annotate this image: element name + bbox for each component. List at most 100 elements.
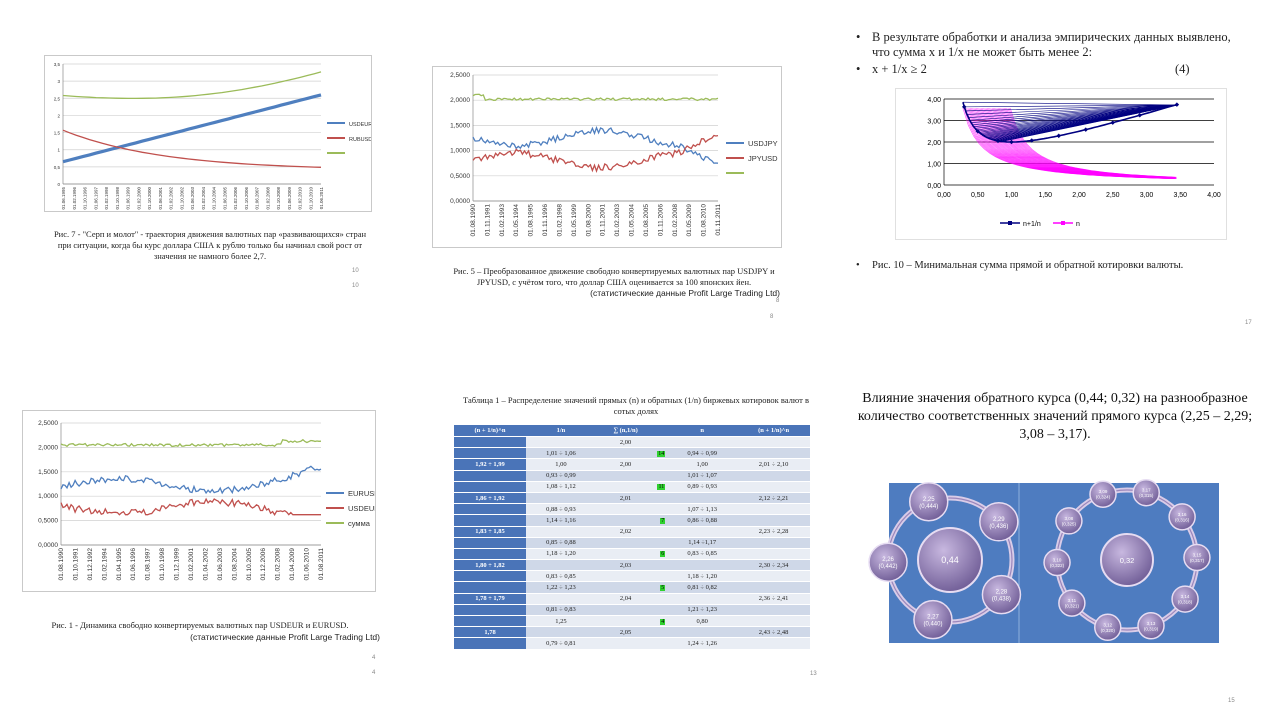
x-tick-label: 01.02.2008 xyxy=(275,548,282,581)
legend-label: USDEUR xyxy=(349,122,371,128)
x-tick-label: 01.02.2001 xyxy=(188,548,195,581)
table-cell xyxy=(667,559,738,572)
table-cell: 2,23 ÷ 2,28 xyxy=(737,526,810,538)
x-tick-label: 01.12.1992 xyxy=(87,548,94,581)
table-row: 0,88 ÷ 0,93 1,07 ÷ 1,13 xyxy=(454,503,810,516)
y-tick-label: 1,00 xyxy=(927,162,941,169)
y-tick-label: 2 xyxy=(57,113,60,118)
table-cell: 2,02 xyxy=(595,526,656,538)
node-value: 3,12 xyxy=(1103,622,1112,627)
node-value: 3,10 xyxy=(1053,558,1062,563)
x-tick-label: 01.06.2003 xyxy=(190,187,195,210)
table-cell xyxy=(655,503,668,516)
node-circle xyxy=(981,574,1022,615)
table-row: 0,81 ÷ 0,83 1,21 ÷ 1,23 xyxy=(454,604,810,617)
sum-line xyxy=(62,71,322,100)
row-label-cell: 1,80 ÷ 1,82 xyxy=(454,559,526,572)
x-tick-label: 01.08.2010 xyxy=(701,204,708,237)
page-number: 17 xyxy=(1245,320,1252,326)
count-badge: 11 xyxy=(657,484,666,491)
eurusd-chart: 0,0000 0,5000 1,0000 1,5000 2,0000 2,5000 01.0… xyxy=(38,420,380,581)
y-tick-label: 1,5000 xyxy=(38,469,58,476)
x-tick-label: 01.06.2005 xyxy=(222,187,227,210)
page-number: 8 xyxy=(776,298,780,304)
figure-1-caption: Рис. 1 - Динамика свободно конвертируемы… xyxy=(51,620,349,630)
center-value: 0,44 xyxy=(941,555,959,565)
table-header-cell: n xyxy=(667,425,738,437)
x-tick-label: 01.08.1990 xyxy=(58,548,65,581)
node-value: 3,16 xyxy=(1178,512,1187,517)
node-value: 3,14 xyxy=(1181,594,1190,599)
y-tick-label: 1,5 xyxy=(54,131,61,136)
sum-series-line xyxy=(972,104,1177,126)
x-tick-label: 01.06.2010 xyxy=(304,548,311,581)
x-tick-label: 01.08.1995 xyxy=(528,204,535,237)
x-tick-label: 01.02.1998 xyxy=(556,204,563,237)
x-tick-label: 01.06.1996 xyxy=(130,548,137,581)
table-cell xyxy=(526,593,596,605)
table-cell: 0,83 ÷ 0,85 xyxy=(667,548,738,561)
table-row: 0,85 ÷ 0,88 1,14 ÷1,17 xyxy=(454,537,810,549)
table-cell xyxy=(655,526,668,538)
table-row: 1,80 ÷ 1,82 2,03 2,30 ÷ 2,34 xyxy=(454,559,810,572)
sum-line xyxy=(60,438,322,448)
node-value: 2,29 xyxy=(993,517,1005,523)
quote-distribution-table: (n + 1/n)^n 1/n ∑ (n,1/n) n (n + 1/n)^n 2,00 1… xyxy=(454,425,810,650)
table-cell: 1,14 ÷1,17 xyxy=(667,537,738,549)
slide-5: Таблица 1 – Распределение значений прямы… xyxy=(420,380,850,720)
sum-point xyxy=(1174,102,1180,107)
x-tick-label: 01.05.2004 xyxy=(629,204,636,237)
node-value: 2,28 xyxy=(996,590,1008,596)
table-cell xyxy=(655,593,668,605)
y-tick-label: 0 xyxy=(57,182,60,187)
usdjpy-line xyxy=(472,125,719,164)
x-tick-label: 01.10.2000 xyxy=(147,187,152,210)
sum-point xyxy=(995,138,1001,144)
y-tick-label: 2,5000 xyxy=(450,72,470,79)
influence-diagram: 0,44 2,25(0,444) 2,29(0,436) 2,28(0,438) 2,2… xyxy=(868,478,1219,643)
row-label-cell xyxy=(454,537,526,549)
legend-label: сумма xyxy=(348,519,371,528)
node-value: (0,324) xyxy=(1096,495,1111,500)
slide-2: 0,0000 0,5000 1,0000 1,5000 2,0000 2,5000 01.0… xyxy=(420,0,850,330)
table-cell: 2,36 ÷ 2,41 xyxy=(737,593,810,605)
sum-point xyxy=(961,104,967,110)
y-tick-label: 0,5000 xyxy=(38,518,58,525)
x-tick-label: 0,00 xyxy=(937,192,951,199)
table-cell xyxy=(737,436,810,449)
legend-marker xyxy=(1061,221,1065,225)
table-cell: 1,18 ÷ 1,20 xyxy=(526,548,596,561)
x-tick-label: 01.10.1991 xyxy=(72,548,79,581)
table-cell: 2,04 xyxy=(595,593,656,605)
table-cell xyxy=(595,514,656,527)
table-cell xyxy=(737,447,810,460)
y-tick-label: 4,00 xyxy=(927,97,941,104)
page-number: 8 xyxy=(770,314,774,320)
x-tick-label: 01.08.1997 xyxy=(145,548,152,581)
table-row: 1,83 ÷ 1,85 2,02 2,23 ÷ 2,28 xyxy=(454,526,810,538)
table-cell xyxy=(737,514,810,527)
row-label-cell: 1,78 xyxy=(454,626,526,639)
x-tick-label: 01.05.1994 xyxy=(513,204,520,237)
sum-line xyxy=(472,93,719,102)
row-label-cell xyxy=(454,604,526,617)
table-row: 1,78 ÷ 1,79 2,04 2,36 ÷ 2,41 xyxy=(454,593,810,605)
node-circle xyxy=(913,599,953,640)
x-tick-label: 01.06.1997 xyxy=(93,187,98,210)
node-circle xyxy=(1171,585,1199,613)
x-tick-label: 2,50 xyxy=(1106,192,1120,199)
figure-5-caption: Рис. 5 – Преобразованное движение свобод… xyxy=(453,266,775,287)
node-circle xyxy=(1132,478,1160,507)
x-tick-label: 01.10.2002 xyxy=(179,187,184,210)
x-tick-label: 01.02.2010 xyxy=(298,187,303,210)
table-cell xyxy=(595,604,656,617)
table-cell: 0,88 ÷ 0,93 xyxy=(526,503,596,516)
y-tick-label: 3,5 xyxy=(54,62,61,67)
sum-series-line xyxy=(969,104,1177,121)
figure-1-source: (статистические данные Profit Large Trad… xyxy=(190,632,380,642)
node-circle xyxy=(908,482,949,522)
n-series-line xyxy=(1010,108,1173,178)
sum-series-line xyxy=(962,101,1177,106)
node-value: 2,25 xyxy=(923,497,935,503)
table-header-cell: 1/n xyxy=(526,425,596,437)
